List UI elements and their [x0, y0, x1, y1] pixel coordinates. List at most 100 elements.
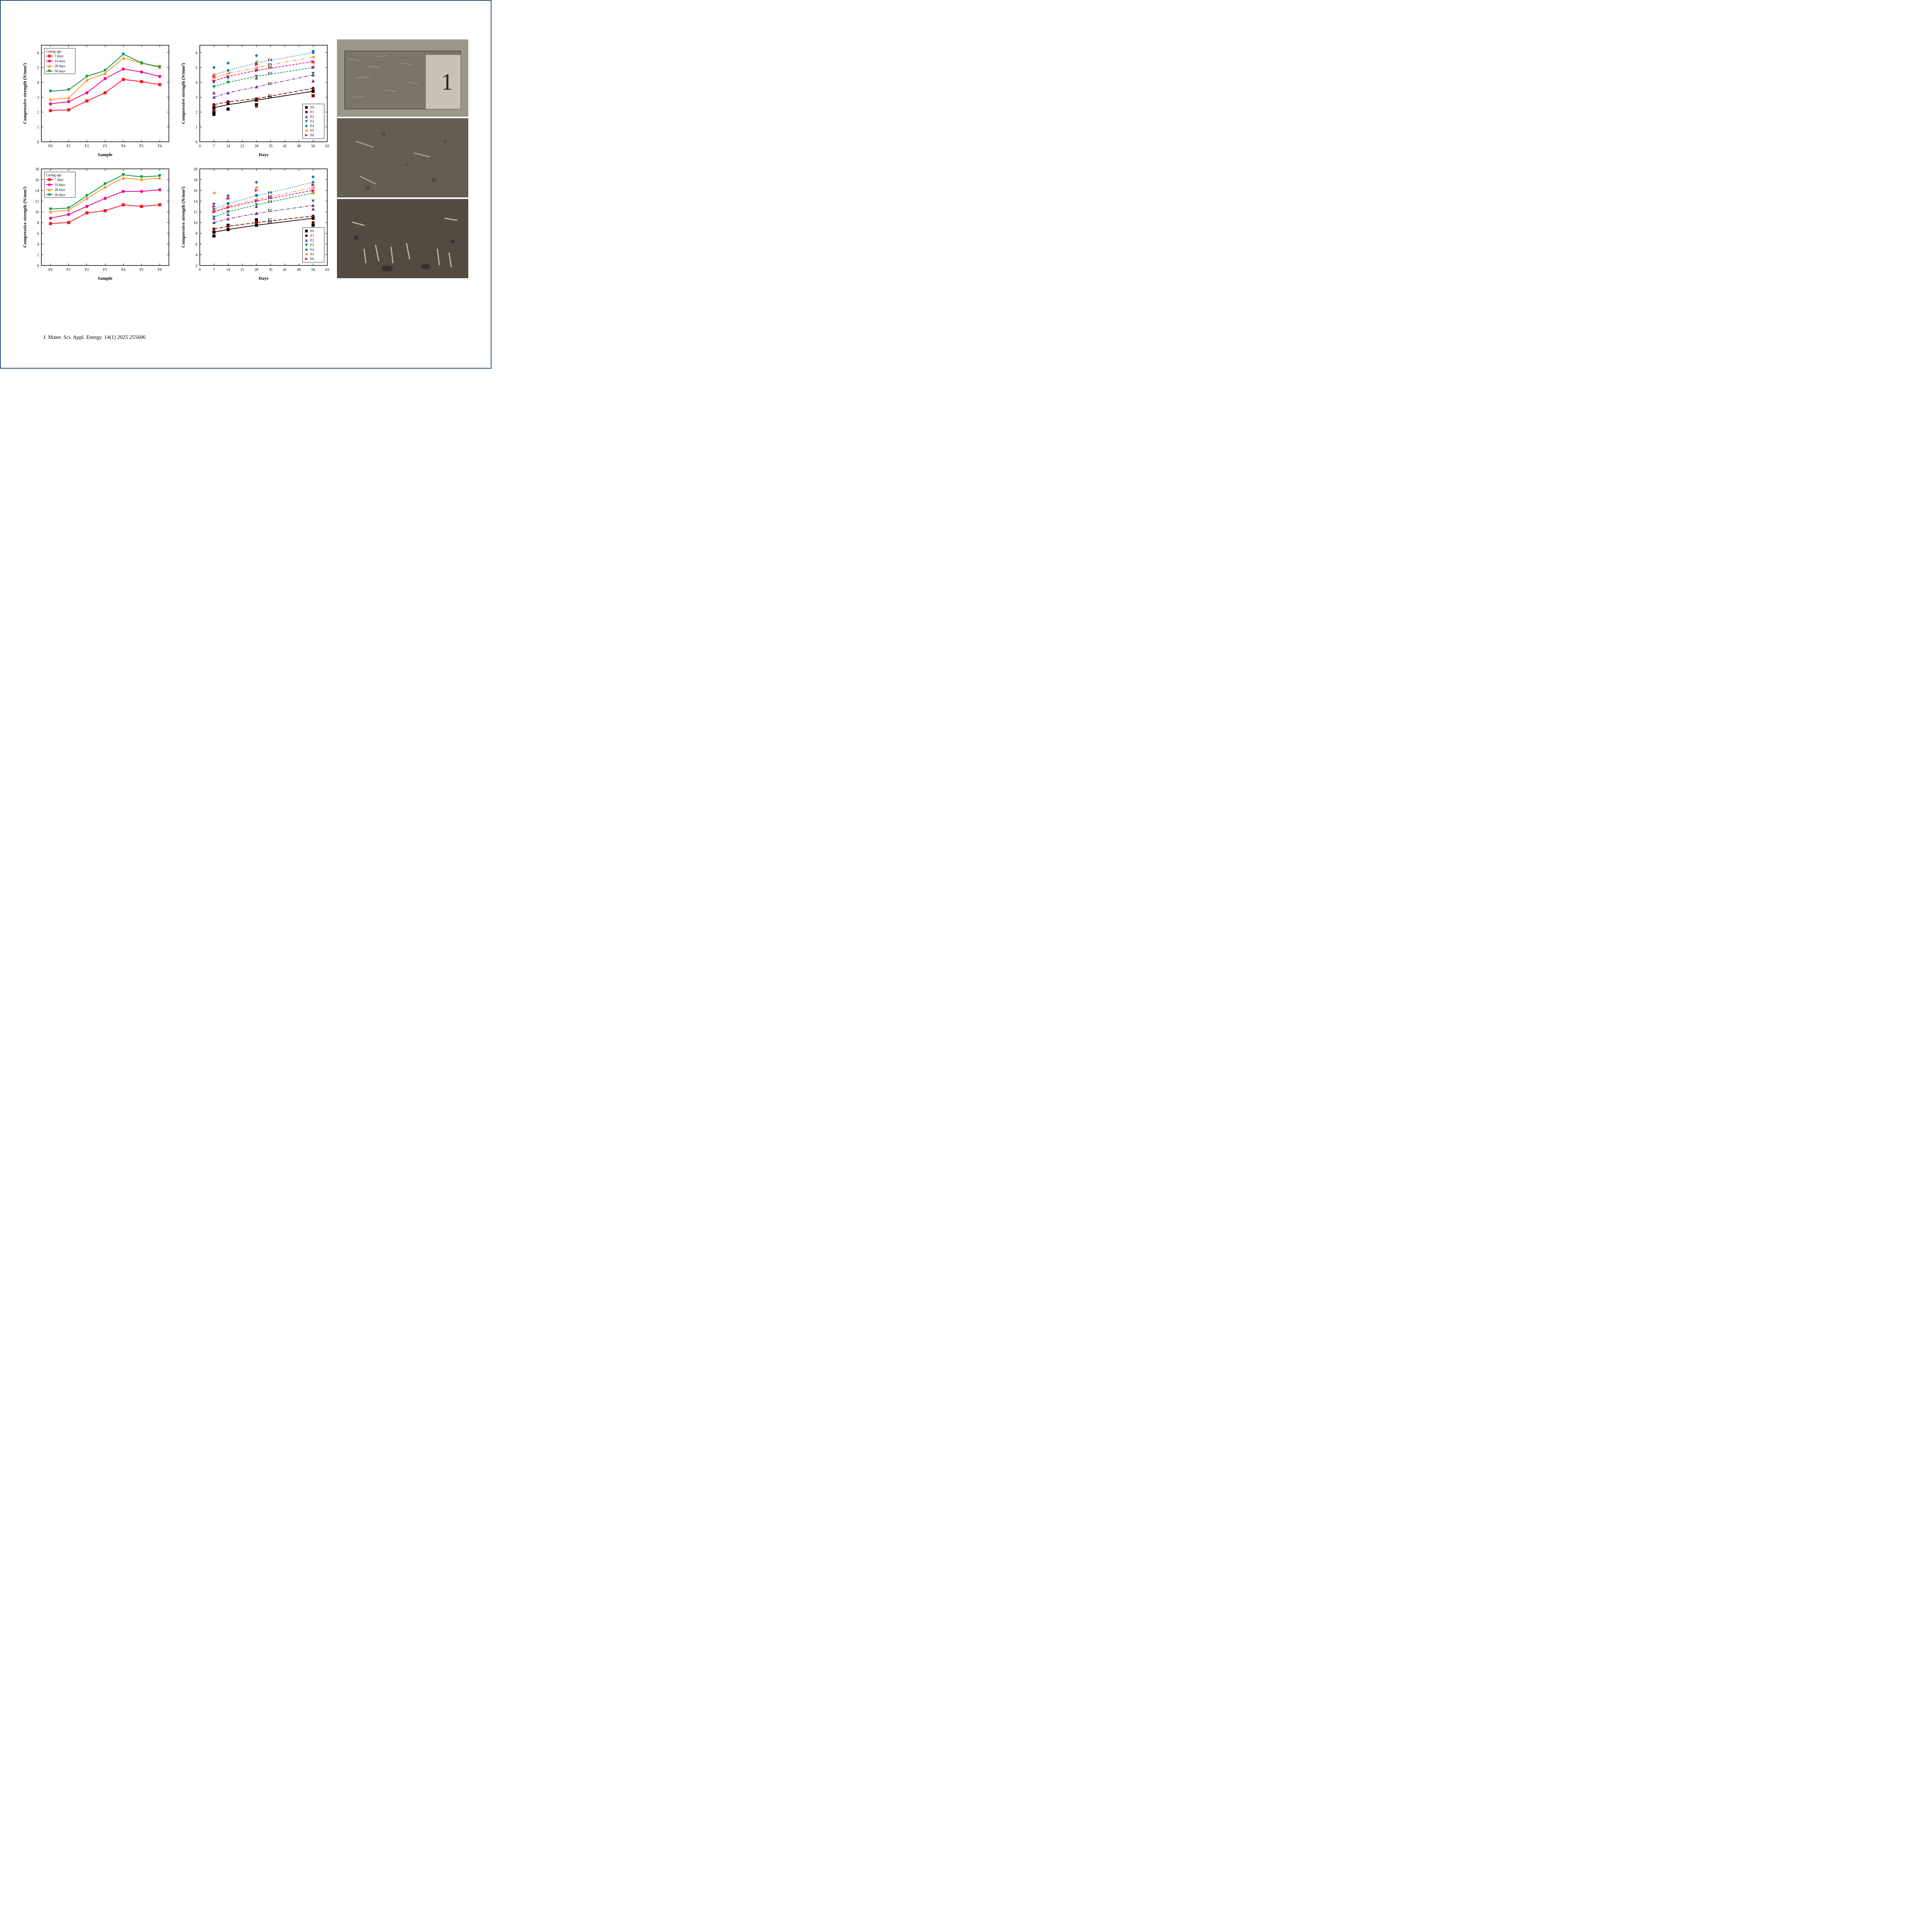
chart-top-right: 0714212835424956630123456F0F1F2F3F4F5F6D… [179, 39, 333, 159]
svg-text:Compressive strength (N/mm²): Compressive strength (N/mm²) [180, 187, 186, 248]
svg-text:F4: F4 [121, 144, 126, 148]
svg-text:35: 35 [269, 268, 272, 272]
photo-concrete-cube: 1 [337, 39, 468, 117]
svg-text:63: 63 [325, 144, 329, 148]
svg-text:0: 0 [37, 140, 39, 145]
svg-text:8: 8 [196, 232, 197, 236]
svg-text:F6: F6 [158, 268, 162, 272]
svg-text:F2: F2 [85, 144, 89, 148]
svg-text:56 days: 56 days [54, 69, 65, 73]
svg-text:56: 56 [311, 268, 315, 272]
figure-grid: 0123456F0F1F2F3F4F5F6SampleCompressive s… [20, 39, 472, 287]
svg-text:21: 21 [240, 144, 244, 148]
svg-text:F3: F3 [103, 144, 107, 148]
svg-text:28: 28 [255, 144, 259, 148]
svg-text:14 days: 14 days [54, 59, 65, 63]
svg-text:F4: F4 [268, 58, 272, 62]
svg-text:F3: F3 [103, 268, 107, 272]
svg-text:63: 63 [325, 268, 329, 272]
svg-text:F3: F3 [310, 119, 314, 123]
svg-text:0: 0 [196, 140, 197, 145]
svg-text:3: 3 [37, 96, 39, 100]
svg-text:56 days: 56 days [54, 193, 65, 197]
svg-text:F2: F2 [268, 82, 272, 86]
svg-text:7: 7 [213, 268, 215, 272]
svg-text:8: 8 [37, 221, 39, 225]
svg-text:18: 18 [35, 167, 39, 172]
svg-text:F4: F4 [310, 124, 314, 128]
svg-text:6: 6 [196, 51, 197, 55]
svg-text:14: 14 [194, 199, 197, 204]
svg-text:F6: F6 [310, 257, 314, 261]
svg-text:F6: F6 [310, 133, 314, 137]
svg-text:F1: F1 [268, 218, 272, 221]
svg-text:Curing age: Curing age [46, 49, 61, 53]
left-charts-column: 0123456F0F1F2F3F4F5F6SampleCompressive s… [20, 39, 175, 287]
svg-text:28 days: 28 days [54, 188, 65, 192]
svg-text:7 days: 7 days [54, 178, 64, 182]
svg-text:42: 42 [283, 144, 287, 148]
svg-text:14: 14 [226, 268, 230, 272]
svg-text:21: 21 [240, 268, 244, 272]
chart-bottom-right: 0714212835424956632468101214161820F0F1F2… [179, 163, 333, 283]
svg-text:F0: F0 [48, 144, 53, 148]
svg-text:F2: F2 [268, 208, 272, 212]
svg-text:28 days: 28 days [54, 64, 65, 68]
svg-text:F0: F0 [48, 268, 53, 272]
svg-text:F1: F1 [310, 234, 314, 238]
chart-bottom-left: 024681012141618F0F1F2F3F4F5F6SampleCompr… [20, 163, 175, 283]
journal-citation: J. Mater. Sci. Appl. Energy. 14(1) 2025 … [43, 335, 146, 341]
svg-text:14 days: 14 days [54, 183, 65, 187]
svg-text:F2: F2 [85, 268, 89, 272]
svg-text:F4: F4 [268, 190, 272, 194]
svg-text:4: 4 [196, 253, 197, 257]
svg-text:4: 4 [37, 81, 39, 85]
svg-text:Compressive strength (N/mm²): Compressive strength (N/mm²) [180, 63, 186, 124]
svg-text:F1: F1 [310, 110, 314, 114]
svg-text:1: 1 [196, 126, 197, 130]
svg-text:F6: F6 [268, 65, 272, 69]
svg-text:0: 0 [199, 268, 201, 272]
photo-column: 1 [337, 39, 468, 287]
right-charts-column: 0714212835424956630123456F0F1F2F3F4F5F6D… [179, 39, 333, 287]
svg-text:F3: F3 [310, 243, 314, 247]
svg-text:20: 20 [194, 167, 197, 172]
photo-fracture-surface [337, 199, 468, 278]
svg-text:14: 14 [226, 144, 230, 148]
svg-text:56: 56 [311, 144, 315, 148]
svg-text:49: 49 [297, 268, 301, 272]
svg-text:Compressive strength (N/mm²): Compressive strength (N/mm²) [22, 187, 27, 248]
svg-text:1: 1 [37, 126, 39, 130]
svg-text:Curing age: Curing age [46, 173, 61, 177]
svg-text:F5: F5 [310, 252, 314, 256]
svg-text:16: 16 [194, 189, 197, 193]
svg-text:5: 5 [37, 66, 39, 70]
chart-top-left: 0123456F0F1F2F3F4F5F6SampleCompressive s… [20, 39, 175, 159]
svg-text:F2: F2 [310, 238, 314, 242]
svg-text:2: 2 [37, 253, 39, 257]
svg-text:F5: F5 [139, 144, 144, 148]
svg-text:F5: F5 [139, 268, 144, 272]
svg-text:2: 2 [196, 264, 197, 268]
svg-text:Sample: Sample [98, 152, 113, 157]
svg-text:F1: F1 [66, 144, 71, 148]
svg-text:10: 10 [194, 221, 197, 225]
svg-text:2: 2 [196, 111, 197, 115]
svg-text:5: 5 [196, 66, 197, 70]
svg-text:16: 16 [35, 178, 39, 182]
svg-text:F6: F6 [268, 196, 272, 200]
svg-text:7: 7 [213, 144, 215, 148]
svg-text:12: 12 [35, 199, 39, 204]
svg-text:42: 42 [283, 268, 287, 272]
svg-text:Days: Days [259, 276, 269, 281]
photo-fiber-surface [337, 118, 468, 197]
svg-text:F5: F5 [310, 129, 314, 133]
svg-text:6: 6 [37, 232, 39, 236]
svg-text:14: 14 [35, 189, 39, 193]
svg-text:Days: Days [259, 152, 269, 157]
svg-text:7 days: 7 days [54, 54, 64, 58]
svg-text:4: 4 [37, 242, 39, 247]
svg-text:F2: F2 [310, 115, 314, 119]
svg-text:4: 4 [196, 81, 197, 85]
svg-text:F3: F3 [268, 200, 272, 204]
